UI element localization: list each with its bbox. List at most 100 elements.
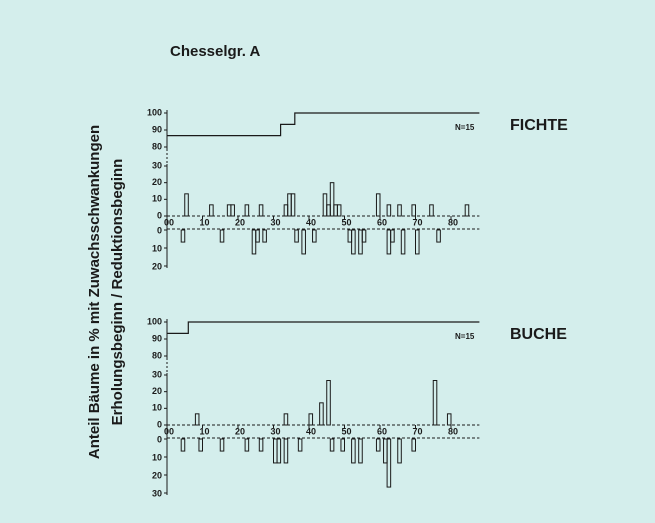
y-tick-label: 80 bbox=[152, 141, 162, 151]
y-tick-label: 30 bbox=[152, 369, 162, 379]
y-tick-label: 20 bbox=[152, 177, 162, 187]
bar-down bbox=[301, 229, 306, 255]
bar-up bbox=[194, 413, 200, 426]
x-tick-label: 00 bbox=[164, 426, 174, 436]
y-tick-label: 80 bbox=[152, 350, 162, 360]
bar-down bbox=[312, 229, 317, 243]
bar-down bbox=[351, 438, 356, 464]
y-tick-label: 10 bbox=[152, 403, 162, 413]
bar-up bbox=[329, 182, 335, 217]
bar-up bbox=[319, 402, 324, 426]
bar-up bbox=[411, 204, 417, 217]
bar-up bbox=[464, 204, 470, 217]
bar-up bbox=[308, 413, 314, 426]
bar-down bbox=[258, 438, 264, 452]
y-axis-label: Anteil Bäume in % mit Zuwachsschwankunge… bbox=[86, 125, 103, 459]
x-tick-label: 10 bbox=[199, 426, 209, 436]
bar-down bbox=[198, 438, 203, 452]
bar-up bbox=[258, 204, 264, 217]
bar-down bbox=[358, 438, 363, 464]
bar-up bbox=[184, 193, 189, 217]
bar-down bbox=[397, 438, 402, 464]
bar-up bbox=[244, 204, 250, 217]
chart-title: Chesselgr. A bbox=[170, 43, 260, 60]
bar-up bbox=[386, 204, 392, 217]
panel-title: BUCHE bbox=[510, 326, 567, 343]
x-tick-label: 40 bbox=[306, 426, 316, 436]
x-tick-label: 70 bbox=[412, 426, 422, 436]
x-tick-label: 80 bbox=[448, 217, 458, 227]
panel-title: FICHTE bbox=[510, 117, 568, 134]
bar-up bbox=[397, 204, 402, 217]
bar-down bbox=[340, 438, 346, 452]
bar-up bbox=[336, 204, 342, 217]
bar-down bbox=[390, 229, 395, 243]
bar-down bbox=[180, 229, 186, 243]
bar-down bbox=[415, 229, 420, 255]
y2-tick-label: 20 bbox=[152, 261, 162, 271]
x-tick-label: 00 bbox=[164, 217, 174, 227]
bar-down bbox=[297, 438, 303, 452]
bar-down bbox=[180, 438, 186, 452]
bar-down bbox=[244, 438, 250, 452]
bar-down bbox=[219, 229, 225, 243]
x-tick-label: 20 bbox=[235, 426, 245, 436]
x-tick-label: 20 bbox=[235, 217, 245, 227]
y2-tick-label: 10 bbox=[152, 452, 162, 462]
step-line bbox=[167, 112, 480, 137]
x-tick-label: 80 bbox=[448, 426, 458, 436]
y-tick-label: 30 bbox=[152, 160, 162, 170]
bar-down bbox=[375, 438, 381, 452]
y2-tick-label: 0 bbox=[157, 434, 162, 444]
bar-down bbox=[436, 229, 441, 243]
annotation: N=15 bbox=[455, 123, 475, 132]
bar-up bbox=[446, 413, 452, 426]
bar-up bbox=[290, 193, 296, 217]
y-tick-label: 20 bbox=[152, 386, 162, 396]
bar-up bbox=[209, 204, 214, 217]
bar-down bbox=[386, 438, 392, 488]
y-tick-label: 100 bbox=[147, 107, 162, 117]
x-tick-label: 50 bbox=[341, 426, 351, 436]
x-tick-label: 30 bbox=[270, 217, 280, 227]
bar-up bbox=[230, 204, 235, 217]
x-tick-label: 70 bbox=[412, 217, 422, 227]
bar-down bbox=[400, 229, 406, 255]
y2-tick-label: 30 bbox=[152, 488, 162, 498]
bar-down bbox=[411, 438, 417, 452]
bar-down bbox=[219, 438, 225, 452]
x-tick-label: 60 bbox=[377, 426, 387, 436]
bar-down bbox=[283, 438, 289, 464]
bar-down bbox=[276, 438, 282, 464]
y-axis-label: Erholungsbeginn / Reduktionsbeginn bbox=[109, 159, 126, 426]
bar-down bbox=[255, 229, 260, 243]
x-tick-label: 40 bbox=[306, 217, 316, 227]
y-tick-label: 90 bbox=[152, 124, 162, 134]
step-line bbox=[167, 321, 480, 334]
y2-tick-label: 0 bbox=[157, 225, 162, 235]
x-tick-label: 60 bbox=[377, 217, 387, 227]
y-tick-label: 10 bbox=[152, 194, 162, 204]
annotation: N=15 bbox=[455, 332, 475, 341]
y2-tick-label: 10 bbox=[152, 243, 162, 253]
bar-up bbox=[429, 204, 434, 217]
bar-up bbox=[432, 380, 438, 426]
bar-down bbox=[361, 229, 367, 243]
y-tick-label: 0 bbox=[157, 210, 162, 220]
bar-down bbox=[329, 438, 335, 452]
bar-up bbox=[326, 380, 331, 426]
bar-up bbox=[283, 413, 289, 426]
bar-down bbox=[351, 229, 356, 255]
x-tick-label: 10 bbox=[199, 217, 209, 227]
y-tick-label: 90 bbox=[152, 333, 162, 343]
bar-down bbox=[294, 229, 299, 243]
y-tick-label: 0 bbox=[157, 419, 162, 429]
x-tick-label: 30 bbox=[270, 426, 280, 436]
bar-down bbox=[262, 229, 267, 243]
y2-tick-label: 20 bbox=[152, 470, 162, 480]
x-tick-label: 50 bbox=[341, 217, 351, 227]
y-tick-label: 100 bbox=[147, 316, 162, 326]
bar-up bbox=[375, 193, 381, 217]
